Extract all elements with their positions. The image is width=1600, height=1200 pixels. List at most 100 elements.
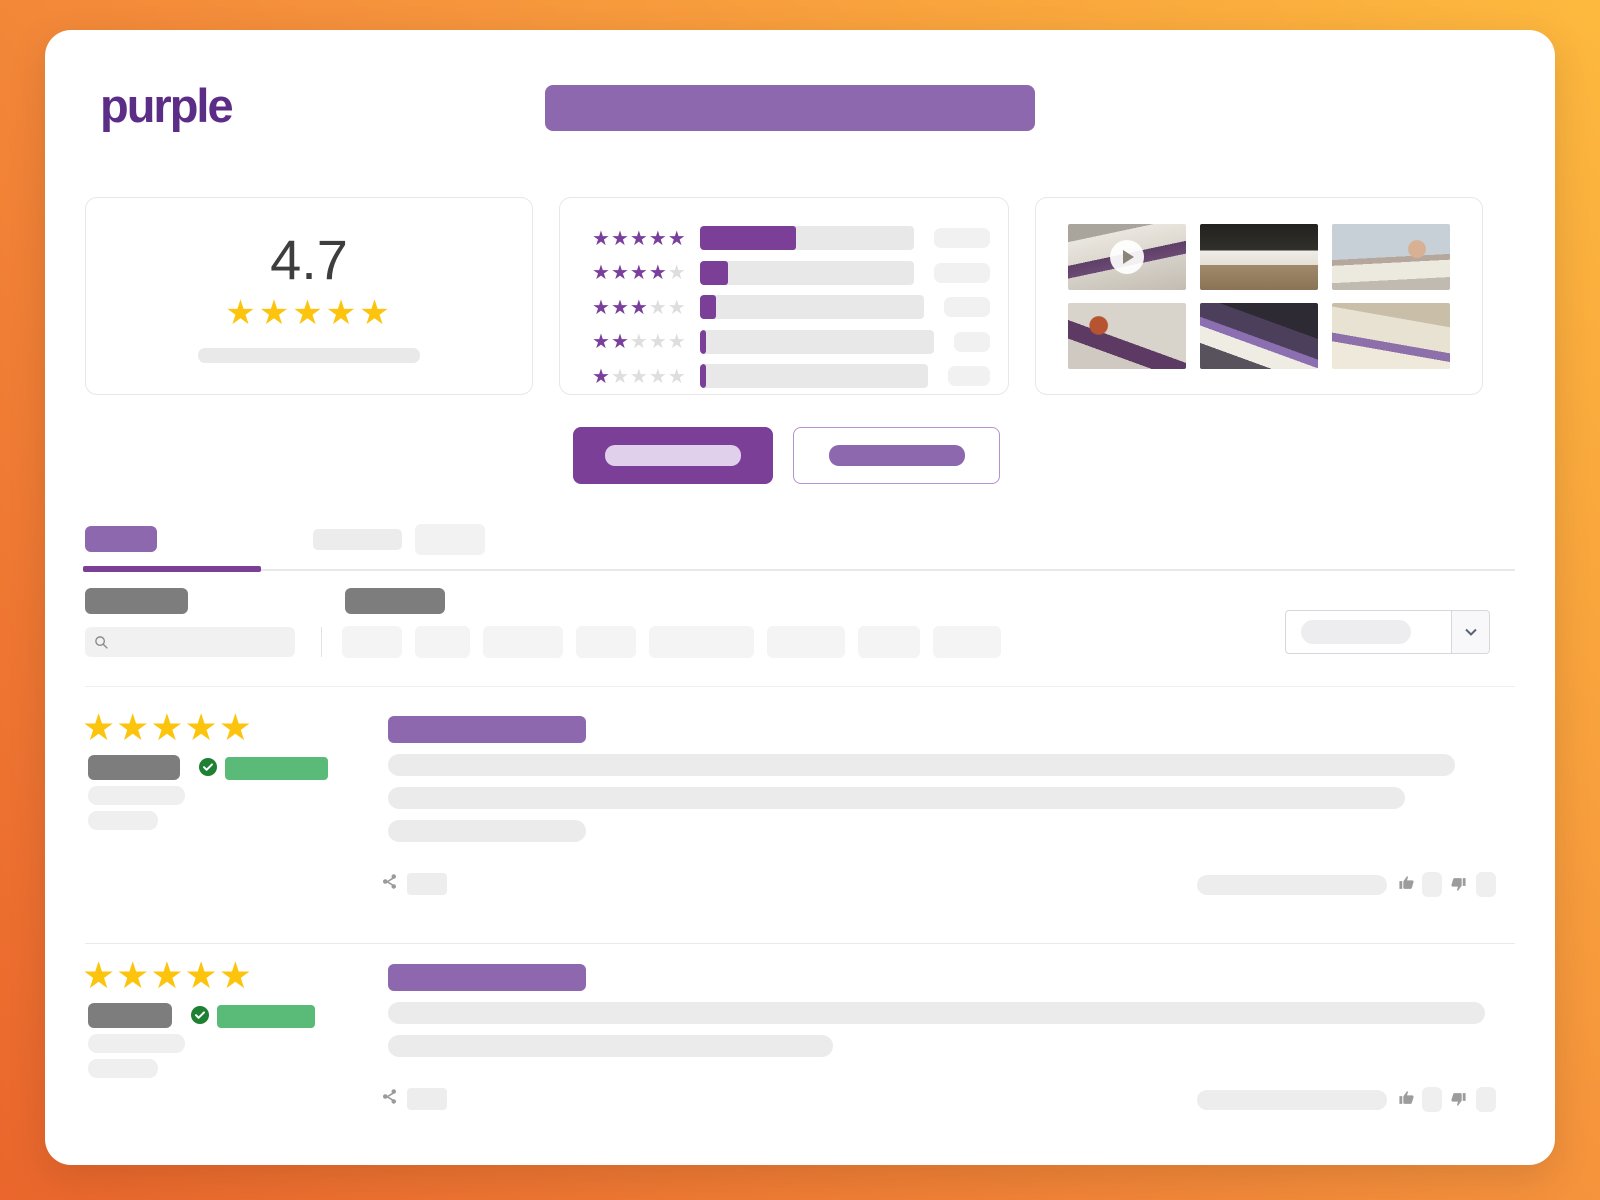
filter-chip-3[interactable] [483, 626, 563, 658]
woman-lying-on-mattress-photo[interactable] [1332, 223, 1450, 290]
brand-logo: purple [100, 79, 234, 132]
play-icon [1123, 249, 1134, 264]
sort-value-placeholder [1301, 620, 1411, 644]
reviewer-name-placeholder [88, 755, 180, 780]
histogram-row-3-star[interactable]: ★★★★★ [592, 290, 990, 325]
filter-label-placeholder-1 [85, 588, 188, 614]
star-filled-icon: ★ [629, 227, 649, 250]
histogram-row-2-star[interactable]: ★★★★★ [592, 325, 990, 360]
photo-gallery-grid [1068, 223, 1450, 369]
downvote-count-placeholder [1476, 872, 1496, 897]
rating-bar-fill [700, 364, 706, 389]
rating-bar-track [700, 260, 914, 285]
star-filled-icon: ★ [258, 293, 293, 332]
mattress-on-bedframe-photo[interactable] [1200, 223, 1318, 290]
thumbs-down-icon [1451, 878, 1466, 891]
star-empty-icon: ★ [648, 296, 668, 319]
histogram-row-4-star[interactable]: ★★★★★ [592, 256, 990, 291]
filter-chip-6[interactable] [767, 626, 845, 658]
section-divider [85, 686, 1515, 687]
star-empty-icon: ★ [667, 331, 687, 354]
upvote-count-placeholder [1422, 1087, 1442, 1112]
star-filled-icon: ★ [184, 955, 219, 996]
share-label-placeholder [407, 873, 447, 895]
rating-count-placeholder [948, 366, 990, 387]
star-empty-icon: ★ [648, 365, 668, 388]
rating-bar-track [700, 295, 924, 320]
thumbs-up-button[interactable] [1398, 874, 1416, 892]
tab-underline [83, 569, 1515, 571]
filter-divider [321, 627, 322, 657]
search-icon [95, 636, 108, 649]
filter-chip-1[interactable] [342, 626, 402, 658]
filter-chip-7[interactable] [858, 626, 920, 658]
man-resting-on-mattress-photo[interactable] [1200, 302, 1318, 369]
review-body-line-placeholder [388, 820, 586, 842]
tab-placeholder-3[interactable] [415, 524, 485, 555]
adjustable-bed-photo[interactable] [1332, 302, 1450, 369]
star-filled-icon: ★ [648, 262, 668, 285]
verified-check-icon [199, 758, 217, 776]
sort-dropdown[interactable] [1285, 610, 1490, 654]
rating-bar-fill [700, 260, 728, 285]
share-button[interactable] [381, 1088, 399, 1110]
review-body-line-placeholder [388, 787, 1405, 809]
star-filled-icon: ★ [629, 262, 649, 285]
tab-placeholder-2[interactable] [313, 529, 402, 550]
filter-chips-row [342, 626, 1001, 658]
mattress-video-thumbnail[interactable] [1068, 223, 1186, 290]
page-title-placeholder [545, 85, 1035, 131]
active-tab-indicator [83, 566, 261, 572]
star-filled-icon: ★ [610, 262, 630, 285]
filter-label-placeholder-2 [345, 588, 445, 614]
rating-bar-track [700, 226, 914, 251]
write-review-button[interactable] [573, 427, 773, 484]
star-filled-icon: ★ [592, 296, 611, 319]
reviewer-meta-placeholder [88, 786, 185, 805]
star-empty-icon: ★ [667, 365, 687, 388]
star-rating-icons: ★★★★★ [592, 364, 700, 389]
verified-buyer-badge [225, 757, 328, 780]
review-count-placeholder [198, 347, 420, 363]
reviewer-meta-placeholder [88, 1059, 158, 1078]
share-button[interactable] [381, 873, 399, 895]
rating-summary-panel: 4.7 ★★★★★ [85, 197, 533, 395]
star-filled-icon: ★ [325, 293, 360, 332]
filter-chip-4[interactable] [576, 626, 636, 658]
downvote-count-placeholder [1476, 1087, 1496, 1112]
star-filled-icon: ★ [150, 955, 185, 996]
histogram-row-5-star[interactable]: ★★★★★ [592, 221, 990, 256]
review-title-placeholder [388, 964, 586, 991]
star-filled-icon: ★ [116, 955, 151, 996]
search-reviews-input[interactable] [85, 627, 295, 657]
star-rating-icons: ★★★★★ [592, 329, 700, 354]
histogram-row-1-star[interactable]: ★★★★★ [592, 359, 990, 394]
thumbs-up-button[interactable] [1398, 1089, 1416, 1107]
average-rating-value: 4.7 [270, 228, 348, 292]
mattress-unboxing-photo[interactable] [1068, 302, 1186, 369]
ask-question-button[interactable] [793, 427, 1000, 484]
reviews-widget-card: purple 4.7 ★★★★★ ★★★★★ ★★★★★ ★★★★★ ★★★★★ ★★★… [45, 30, 1555, 1165]
helpful-text-placeholder [1197, 1090, 1387, 1110]
filter-chip-2[interactable] [415, 626, 470, 658]
thumbs-down-button[interactable] [1450, 1091, 1468, 1109]
star-filled-icon: ★ [225, 293, 259, 332]
star-empty-icon: ★ [667, 262, 687, 285]
tab-reviews-active[interactable] [85, 526, 157, 552]
rating-bar-track [700, 329, 934, 354]
reviews-list: ★★★★★ ★★★★★ [82, 30, 1515, 1165]
reviewer-name-placeholder [88, 1003, 172, 1028]
rating-bar-track [700, 364, 928, 389]
rating-count-placeholder [934, 262, 990, 283]
star-filled-icon: ★ [116, 707, 151, 748]
thumbs-up-icon [1399, 1091, 1414, 1104]
filter-chip-8[interactable] [933, 626, 1001, 658]
star-filled-icon: ★ [610, 227, 630, 250]
filter-chip-5[interactable] [649, 626, 754, 658]
thumbs-down-button[interactable] [1450, 876, 1468, 894]
star-filled-icon: ★ [648, 227, 668, 250]
reviewer-meta-placeholder [88, 1034, 185, 1053]
review-body-line-placeholder [388, 754, 1455, 776]
star-empty-icon: ★ [629, 365, 649, 388]
review-body-line-placeholder [388, 1002, 1485, 1024]
